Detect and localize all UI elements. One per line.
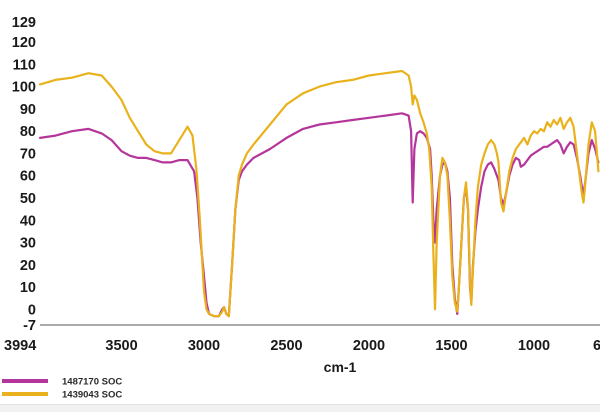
y-tick-label: 20 [20, 258, 36, 274]
y-tick-label: 110 [13, 57, 36, 73]
x-tick-label: 6 [593, 338, 600, 354]
legend: 1487170 SOC 1439043 SOC [2, 377, 122, 401]
y-tick-label: 90 [20, 102, 36, 118]
x-axis-title: cm-1 [324, 359, 357, 375]
x-axis-ticks: 3994 3500 3000 2500 2000 1500 1000 6 [4, 338, 600, 354]
x-tick-label: 2000 [353, 338, 385, 354]
y-tick-label: 129 [12, 15, 36, 31]
y-tick-label: 40 [20, 213, 36, 229]
y-tick-label: 60 [20, 169, 36, 185]
plot-area [38, 69, 600, 318]
y-tick-label: -7 [23, 318, 36, 334]
x-tick-label: 3000 [188, 338, 220, 354]
y-tick-label: 10 [20, 280, 36, 296]
legend-label: 1487170 SOC [62, 377, 122, 388]
x-tick-label: 1500 [435, 338, 467, 354]
y-tick-label: 30 [20, 236, 36, 252]
bottom-scroll-strip [0, 404, 600, 412]
y-tick-label: 50 [20, 191, 36, 207]
y-tick-label: 80 [20, 124, 36, 140]
x-tick-label: 1000 [518, 338, 550, 354]
series-line-1 [38, 112, 600, 318]
y-tick-label: 120 [12, 35, 36, 51]
x-tick-label: 3500 [105, 338, 137, 354]
y-tick-label: 0 [28, 302, 36, 318]
x-tick-label: 3994 [4, 338, 36, 354]
y-tick-label: 70 [20, 146, 36, 162]
series-line-2 [38, 69, 600, 318]
legend-label: 1439043 SOC [62, 390, 122, 401]
y-tick-label: 100 [12, 80, 36, 96]
x-tick-label: 2500 [270, 338, 302, 354]
